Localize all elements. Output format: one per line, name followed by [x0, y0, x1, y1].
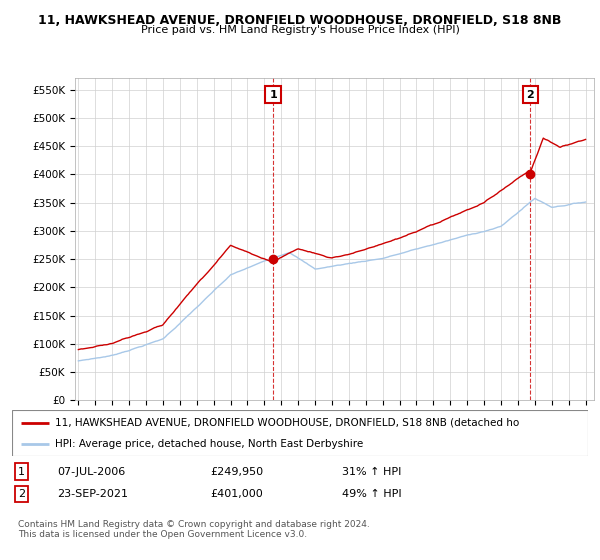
- Text: 1: 1: [269, 90, 277, 100]
- Text: 31% ↑ HPI: 31% ↑ HPI: [342, 466, 401, 477]
- Text: 11, HAWKSHEAD AVENUE, DRONFIELD WOODHOUSE, DRONFIELD, S18 8NB: 11, HAWKSHEAD AVENUE, DRONFIELD WOODHOUS…: [38, 14, 562, 27]
- Text: HPI: Average price, detached house, North East Derbyshire: HPI: Average price, detached house, Nort…: [55, 439, 364, 449]
- Text: £249,950: £249,950: [210, 466, 263, 477]
- Text: 49% ↑ HPI: 49% ↑ HPI: [342, 489, 401, 499]
- Text: 1: 1: [18, 466, 25, 477]
- Text: 23-SEP-2021: 23-SEP-2021: [57, 489, 128, 499]
- Text: This data is licensed under the Open Government Licence v3.0.: This data is licensed under the Open Gov…: [18, 530, 307, 539]
- Text: Price paid vs. HM Land Registry's House Price Index (HPI): Price paid vs. HM Land Registry's House …: [140, 25, 460, 35]
- Text: 07-JUL-2006: 07-JUL-2006: [57, 466, 125, 477]
- Text: 2: 2: [18, 489, 25, 499]
- Text: 11, HAWKSHEAD AVENUE, DRONFIELD WOODHOUSE, DRONFIELD, S18 8NB (detached ho: 11, HAWKSHEAD AVENUE, DRONFIELD WOODHOUS…: [55, 418, 520, 428]
- Text: Contains HM Land Registry data © Crown copyright and database right 2024.: Contains HM Land Registry data © Crown c…: [18, 520, 370, 529]
- Text: 2: 2: [526, 90, 534, 100]
- Text: £401,000: £401,000: [210, 489, 263, 499]
